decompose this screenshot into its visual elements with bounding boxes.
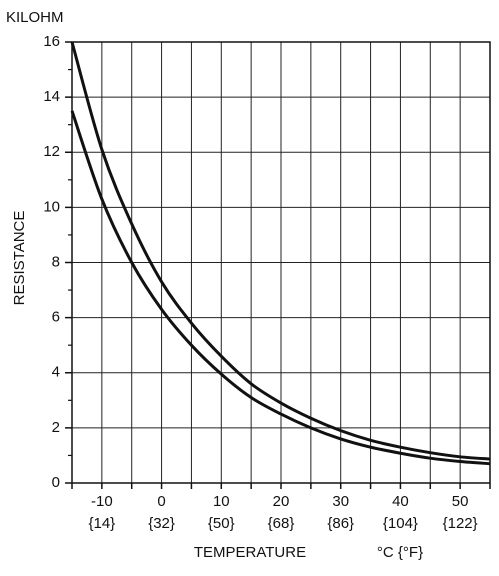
x-tick-sublabel: {32} — [148, 515, 175, 532]
x-tick-label: 40 — [392, 493, 409, 510]
y-tick-label: 4 — [52, 364, 60, 381]
curve — [70, 110, 491, 466]
x-tick-sublabel: {14} — [88, 515, 115, 532]
x-tick-sublabel: {122} — [443, 515, 478, 532]
y-tick-label: 0 — [52, 474, 60, 491]
y-unit: KILOHM — [6, 9, 64, 26]
x-tick-label: 50 — [452, 493, 469, 510]
plot-frame — [71, 41, 491, 484]
y-tick-label: 12 — [43, 143, 60, 160]
y-tick-label: 8 — [52, 253, 60, 270]
x-tick-sublabel: {68} — [268, 515, 295, 532]
x-tick-label: 10 — [213, 493, 230, 510]
x-tick-label: 20 — [273, 493, 290, 510]
x-tick-label: -10 — [91, 493, 113, 510]
x-tick-sublabel: {104} — [383, 515, 418, 532]
x-tick-label: 0 — [157, 493, 165, 510]
x-tick-sublabel: {86} — [327, 515, 354, 532]
y-tick-label: 10 — [43, 198, 60, 215]
x-tick-label: 30 — [332, 493, 349, 510]
x-axis-unit: °C {°F} — [377, 544, 423, 561]
x-axis-label: TEMPERATURE — [194, 544, 306, 561]
y-axis-label: RESISTANCE — [11, 211, 28, 306]
y-tick-label: 6 — [52, 309, 60, 326]
y-tick-label: 2 — [52, 419, 60, 436]
y-tick-label: 16 — [43, 33, 60, 50]
y-tick-label: 14 — [43, 88, 60, 105]
curve — [70, 41, 491, 461]
x-tick-sublabel: {50} — [208, 515, 235, 532]
